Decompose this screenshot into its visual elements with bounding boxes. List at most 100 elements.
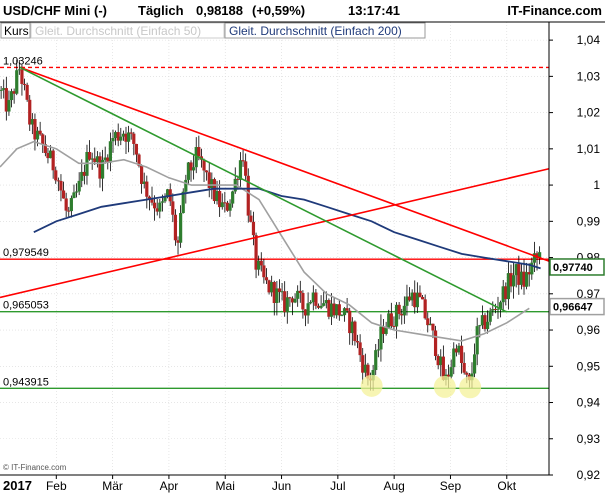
legend-kurs[interactable]: Kurs [4,24,29,38]
candle-body-38 [98,156,102,179]
candle-body-47 [121,133,125,137]
candle-body-66 [171,201,175,215]
candle-body-154 [400,313,404,316]
candle-body-2 [4,88,8,112]
candle-body-34 [87,152,92,160]
y-tick-label-2: 1,02 [577,106,601,120]
candle-body-68 [176,240,180,243]
y-tick-label-12: 0,92 [577,468,601,482]
current-price: 0,98188 [196,3,243,18]
current-price-box-label: 0,97740 [553,262,593,274]
legend-sma50-box[interactable] [30,22,225,39]
y-tick-label-10: 0,94 [577,396,601,410]
candle-body-170 [441,356,445,380]
y-tick-label-3: 1,01 [577,142,601,156]
candle-body-75 [194,147,198,168]
candle-body-110 [285,297,289,313]
legend-sma200[interactable]: Gleit. Durchschnitt (Einfach 200) [229,24,402,38]
candle-body-172 [446,374,451,377]
interval-label: Täglich [138,3,184,18]
legend-sma50[interactable]: Gleit. Durchschnitt (Einfach 50) [35,24,201,38]
candle-body-207 [538,252,542,259]
legend-kurs-box[interactable] [0,22,31,39]
candle-body-6 [15,70,19,94]
candle-body-128 [332,303,336,316]
candle-body-36 [93,158,97,163]
candle-body-60 [155,208,159,212]
y-tick-label-8: 0,96 [577,323,601,337]
candle-body-11 [28,99,32,125]
candle-body-96 [249,215,253,222]
candle-body-126 [327,300,331,317]
candle-body-99 [257,260,261,270]
candle-body-4 [9,91,14,101]
candle-body-116 [301,292,305,310]
candle-body-104 [270,282,274,293]
candle-body-15 [38,130,42,135]
y-tick-label-0: 1,04 [577,33,601,47]
candle-body-25 [64,198,68,211]
candle-body-162 [420,296,425,300]
candle-body-135 [350,321,354,334]
x-tick-label-8: Okt [497,479,516,493]
candle-body-89 [231,191,235,204]
candle-body-176 [457,345,461,353]
candle-body-55 [142,181,146,184]
y-tick-label-11: 0,93 [577,432,601,446]
candle-body-85 [220,202,224,208]
candle-body-133 [345,308,349,311]
copyright-label: © IT-Finance.com [3,463,67,472]
candle-body-103 [267,280,271,293]
candle-body-106 [275,288,279,304]
candle-body-202 [525,272,529,287]
candle-body-151 [392,326,396,328]
legend-sma200-box[interactable] [224,22,426,39]
x-tick-label-5: Jul [330,479,345,493]
candle-body-42 [108,141,112,163]
candle-body-140 [363,364,367,373]
candle-body-174 [452,348,456,368]
x-tick-label-7: Sep [440,479,462,493]
candle-body-82 [212,179,217,202]
candle-body-52 [134,143,138,155]
candle-body-177 [459,345,464,363]
header-bar [0,0,605,22]
candle-body-56 [145,181,149,197]
candle-body-153 [397,304,401,314]
candle-body-112 [290,298,295,303]
candle-body-201 [522,271,526,287]
candle-body-43 [111,137,115,142]
candle-body-76 [197,147,201,157]
candle-body-186 [483,315,487,330]
candle-body-95 [246,175,250,216]
candle-body-117 [303,309,308,316]
candle-body-8 [20,69,24,84]
sma200-line [33,187,541,270]
candle-body-108 [280,291,284,293]
candle-body-24 [61,190,66,199]
candle-body-145 [376,349,380,351]
candle-body-192 [498,302,503,309]
candle-body-149 [387,313,391,328]
candle-body-193 [501,286,505,303]
candle-body-20 [51,150,55,171]
candle-body-86 [223,202,227,204]
candle-body-13 [33,119,37,140]
candle-body-194 [504,286,508,300]
resistance-line-label: 0,979549 [3,247,49,259]
candle-body-107 [277,288,282,293]
candle-body-198 [514,264,518,276]
candle-body-3 [7,100,11,112]
candle-body-39 [100,159,105,179]
candle-body-79 [205,170,209,173]
candle-body-57 [147,196,152,200]
candle-body-196 [509,273,513,287]
support-line-lower-label: 0,943915 [3,376,49,388]
y-tick-label-4: 1 [593,178,600,192]
candle-body-168 [436,356,440,366]
red-uptrend-line [0,167,550,299]
y-tick-label-9: 0,95 [577,359,601,373]
candle-body-119 [309,302,313,304]
candle-body-163 [423,299,427,319]
low-highlights [360,374,482,399]
